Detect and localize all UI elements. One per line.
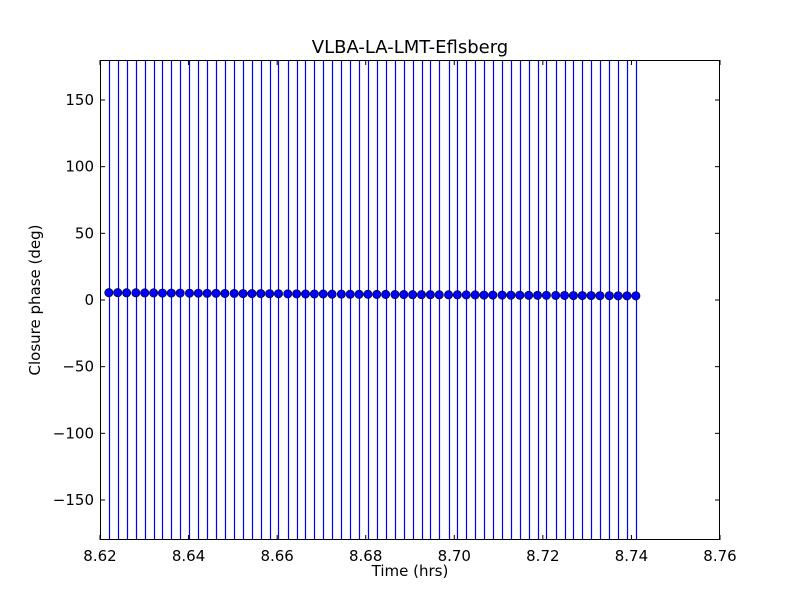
data-point xyxy=(399,290,409,300)
data-point xyxy=(300,289,310,299)
data-point xyxy=(149,288,159,298)
data-point xyxy=(595,291,605,301)
x-tick-label: 8.68 xyxy=(349,547,382,565)
data-point xyxy=(104,288,114,298)
data-point xyxy=(622,291,632,301)
data-point xyxy=(434,290,444,300)
data-point xyxy=(113,288,123,298)
data-point xyxy=(229,288,239,298)
data-point xyxy=(577,291,587,301)
x-tick-label: 8.62 xyxy=(83,547,116,565)
x-tick-label: 8.70 xyxy=(438,547,471,565)
y-tick-label: 100 xyxy=(65,158,94,176)
data-point xyxy=(122,288,132,298)
data-point xyxy=(318,289,328,299)
y-tick-label: 0 xyxy=(84,291,94,309)
x-tick-label: 8.72 xyxy=(526,547,559,565)
data-point xyxy=(551,290,561,300)
data-point xyxy=(417,290,427,300)
data-point xyxy=(479,290,489,300)
data-point xyxy=(354,289,364,299)
data-point xyxy=(166,288,176,298)
y-tick-label: 50 xyxy=(75,224,94,242)
data-point xyxy=(265,289,275,299)
data-point xyxy=(533,290,543,300)
data-point xyxy=(211,288,221,298)
y-tick-label: −150 xyxy=(53,491,94,509)
error-bars xyxy=(108,60,638,540)
data-point xyxy=(515,290,525,300)
data-point xyxy=(157,288,167,298)
plot-area: 8.62 8.64 8.66 8.68 8.70 8.72 8.74 8.76 −150 −10… xyxy=(53,60,737,565)
x-tick-label: 8.74 xyxy=(615,547,648,565)
data-point xyxy=(140,288,150,298)
data-point xyxy=(586,291,596,301)
data-point xyxy=(193,288,203,298)
data-points xyxy=(104,288,641,301)
x-tick-label: 8.66 xyxy=(260,547,293,565)
data-point xyxy=(131,288,141,298)
data-point xyxy=(631,291,641,301)
x-tick-label: 8.64 xyxy=(172,547,205,565)
data-point xyxy=(273,289,283,299)
data-point xyxy=(381,289,391,299)
data-point xyxy=(345,289,355,299)
data-point xyxy=(283,289,293,299)
data-point xyxy=(461,290,471,300)
data-point xyxy=(247,289,257,299)
data-point xyxy=(292,289,302,299)
data-point xyxy=(541,290,551,300)
y-tick-label: −100 xyxy=(53,424,94,442)
data-point xyxy=(256,289,266,299)
data-point xyxy=(452,290,462,300)
data-point xyxy=(560,290,570,300)
data-point xyxy=(336,289,346,299)
data-point xyxy=(425,290,435,300)
chart-title: VLBA-LA-LMT-Eflsberg xyxy=(312,37,508,58)
data-point xyxy=(444,290,454,300)
y-tick-label: −50 xyxy=(62,358,94,376)
data-point xyxy=(604,291,614,301)
data-point xyxy=(220,288,230,298)
data-point xyxy=(309,289,319,299)
data-point xyxy=(408,290,418,300)
data-point xyxy=(613,291,623,301)
data-point xyxy=(327,289,337,299)
data-point xyxy=(202,288,212,298)
data-point xyxy=(470,290,480,300)
data-point xyxy=(363,289,373,299)
data-point xyxy=(184,288,194,298)
data-point xyxy=(372,289,382,299)
y-tick-label: 150 xyxy=(65,91,94,109)
x-tick-label: 8.76 xyxy=(703,547,736,565)
data-point xyxy=(488,290,498,300)
data-point xyxy=(497,290,507,300)
y-axis-title: Closure phase (deg) xyxy=(26,225,44,376)
x-axis-title: Time (hrs) xyxy=(371,562,449,580)
data-point xyxy=(506,290,516,300)
data-point xyxy=(175,288,185,298)
data-point xyxy=(568,291,578,301)
x-axis-ticks: 8.62 8.64 8.66 8.68 8.70 8.72 8.74 8.76 xyxy=(83,60,737,565)
data-point xyxy=(390,290,400,300)
data-point xyxy=(238,289,248,299)
data-point xyxy=(524,290,534,300)
y-axis-ticks: −150 −100 −50 0 50 100 150 xyxy=(53,91,720,509)
